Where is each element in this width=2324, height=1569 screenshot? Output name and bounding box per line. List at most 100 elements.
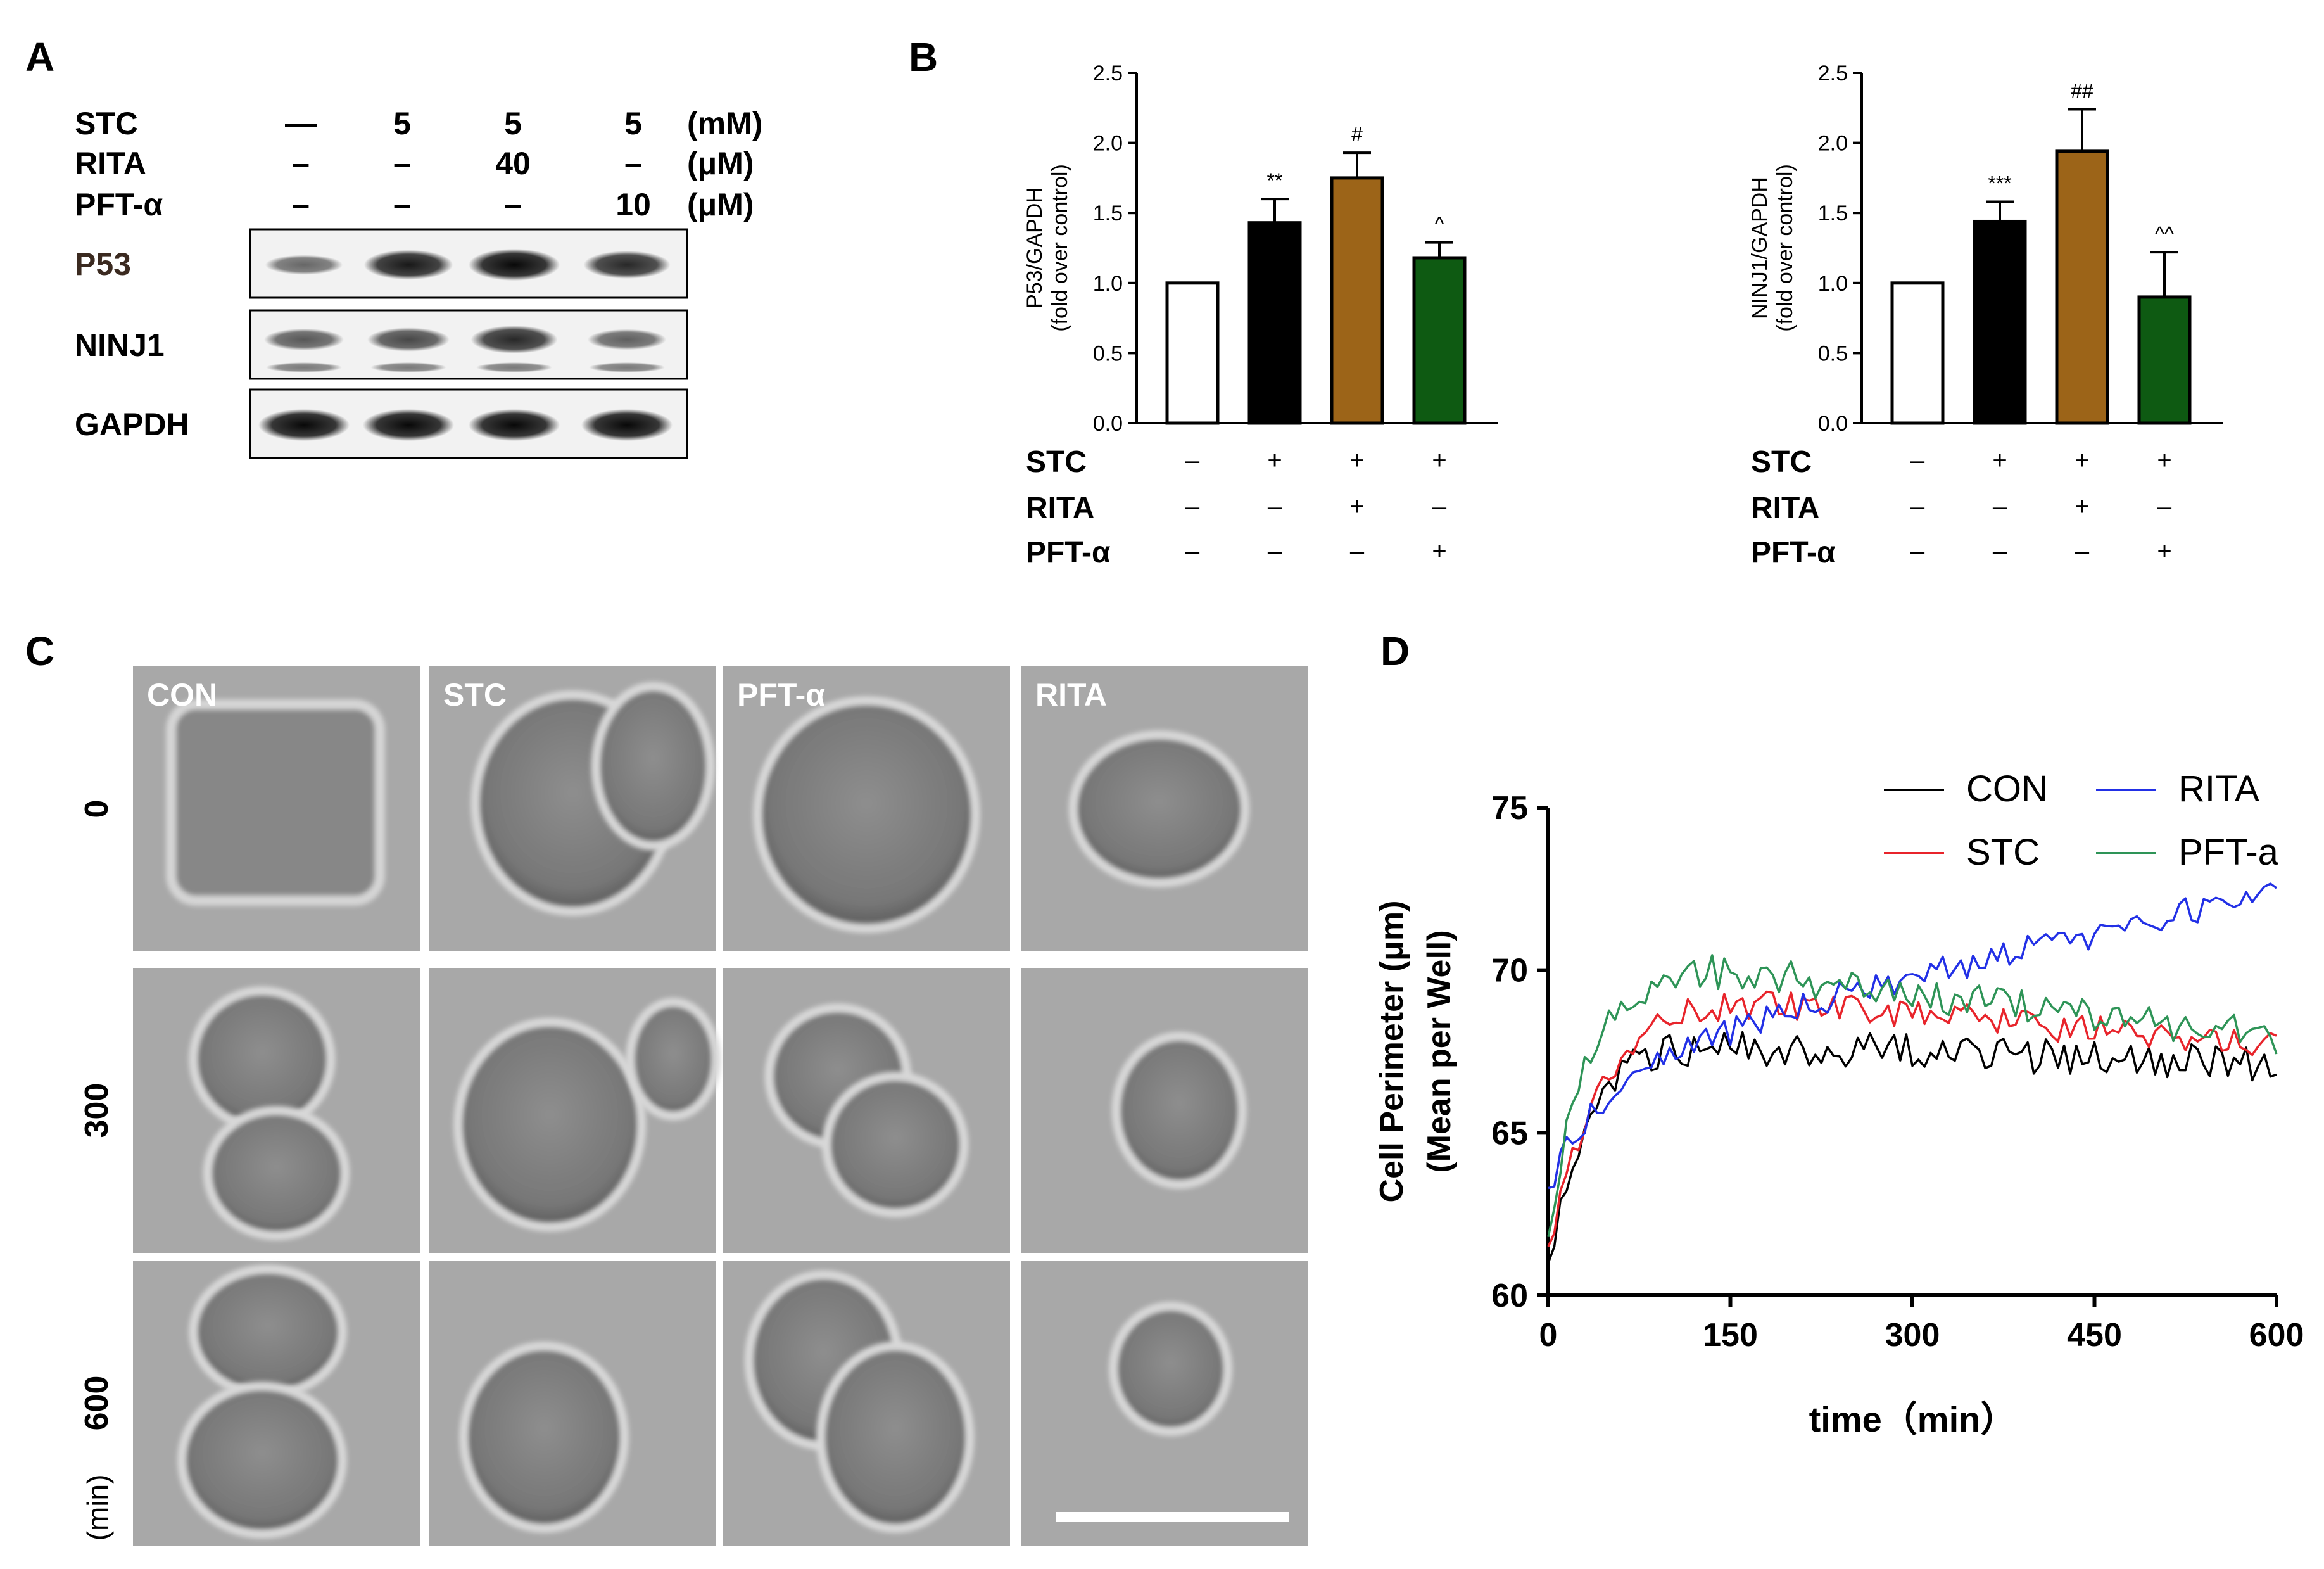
micrograph-tile: PFT-α — [723, 666, 1010, 951]
blot-band — [581, 409, 673, 441]
bar — [1330, 176, 1384, 425]
bar — [2055, 149, 2109, 425]
bar — [1412, 256, 1467, 425]
bar — [1890, 281, 1945, 425]
series-line — [1547, 1031, 2277, 1264]
condition-sign: + — [1349, 493, 1364, 521]
y-axis-label-2: (fold over control) — [1773, 164, 1797, 332]
panel-label-a: A — [25, 34, 54, 80]
time-row-label: 600 — [79, 1376, 115, 1431]
cell-body — [816, 1342, 975, 1533]
condition-title: RITA — [1035, 677, 1107, 713]
micrograph-grid: CON STC PFT-α RITA 0 300 600 (min) — [79, 666, 1308, 1546]
blot-label: P53 — [75, 246, 131, 282]
micrograph-tile: CON — [133, 666, 420, 951]
micrograph-tile: RITA — [1021, 666, 1308, 951]
cell-body — [822, 1072, 969, 1217]
legend-label: RITA — [2178, 768, 2259, 810]
blot-band — [265, 255, 343, 275]
cell-body — [1108, 1302, 1233, 1436]
cell-body — [459, 1342, 629, 1533]
significance-mark: ## — [2071, 80, 2093, 103]
y-tick-label: 0.0 — [1093, 412, 1123, 436]
y-tick-label: 65 — [1491, 1115, 1528, 1152]
micrograph-tile — [133, 968, 420, 1253]
y-axis-label-2: (fold over control) — [1048, 164, 1072, 332]
blot-band — [362, 409, 455, 441]
y-tick-label: 2.5 — [1818, 61, 1848, 86]
cell-body — [189, 1264, 347, 1399]
blot-band — [583, 251, 671, 279]
blot-band — [370, 362, 446, 372]
bar — [1165, 281, 1220, 425]
condition-sign: + — [1267, 447, 1282, 474]
condition-sign: – — [1993, 537, 2007, 565]
x-tick-label: 600 — [2249, 1317, 2304, 1354]
y-axis-label-2: (Mean per Well) — [1421, 930, 1458, 1172]
condition-title: PFT-α — [737, 677, 825, 713]
series-line — [1548, 882, 2278, 1190]
y-tick-label: 0.5 — [1818, 341, 1848, 365]
micrograph-tile — [429, 1261, 716, 1546]
condition-label: RITA — [1026, 492, 1094, 525]
cell-body — [591, 682, 715, 851]
bar — [2137, 295, 2192, 425]
y-tick-label: 0.0 — [1818, 412, 1848, 436]
treatment-dose: – — [393, 187, 411, 222]
y-tick-label: 1.0 — [1093, 272, 1123, 296]
micrograph-tile — [723, 1261, 1010, 1546]
condition-sign: – — [1432, 493, 1447, 521]
treatment-dose: – — [504, 187, 522, 222]
cell-body — [1111, 1032, 1247, 1189]
treatment-dose: 5 — [624, 106, 642, 141]
y-tick-label: 2.0 — [1093, 132, 1123, 156]
condition-label: PFT-α — [1026, 536, 1111, 569]
series-line — [1547, 954, 2278, 1237]
condition-label: PFT-α — [1751, 536, 1836, 569]
blot-band — [470, 326, 558, 353]
time-row-label: 300 — [79, 1083, 115, 1138]
treatment-unit: (μM) — [687, 187, 754, 222]
y-tick-label: 1.5 — [1093, 201, 1123, 226]
cell-body — [203, 1106, 350, 1240]
condition-label: RITA — [1751, 492, 1819, 525]
p53-bar-chart: 0.0 0.5 1.0 1.5 2.0 2.5 P53/GAPDH (fold over co… — [1023, 61, 1498, 569]
treatment-dose: 10 — [616, 187, 651, 222]
panel-label-c: C — [25, 628, 54, 674]
condition-sign: + — [1349, 447, 1364, 474]
condition-sign: – — [1910, 537, 1925, 565]
condition-sign: – — [1185, 537, 1200, 565]
y-axis-label: NINJ1/GAPDH — [1748, 177, 1772, 319]
time-unit-label: (min) — [81, 1475, 114, 1541]
condition-label: STC — [1026, 445, 1087, 479]
treatment-dose: 40 — [495, 146, 531, 181]
condition-sign: – — [1268, 493, 1282, 521]
y-tick-label: 1.5 — [1818, 201, 1848, 226]
condition-sign: + — [2157, 537, 2171, 565]
y-tick-label: 2.0 — [1818, 132, 1848, 156]
x-axis-label: time（min） — [1809, 1399, 2016, 1439]
treatment-dose: 5 — [393, 106, 411, 141]
x-tick-label: 300 — [1885, 1317, 1940, 1354]
bar — [1247, 221, 1302, 425]
legend-label: CON — [1966, 768, 2048, 810]
condition-sign: + — [2157, 447, 2171, 474]
blot-band — [468, 248, 560, 281]
blot-band — [363, 250, 453, 280]
x-tick-label: 450 — [2067, 1317, 2122, 1354]
condition-sign: – — [1910, 493, 1925, 521]
condition-sign: – — [1268, 537, 1282, 565]
cell-body — [753, 696, 980, 933]
cell-body — [626, 998, 721, 1121]
significance-mark: ** — [1267, 169, 1283, 192]
blot-band — [258, 409, 350, 441]
panel-label-d: D — [1380, 628, 1410, 674]
micrograph-tile — [429, 968, 721, 1253]
condition-sign: – — [1350, 537, 1365, 565]
panel-label-b: B — [909, 34, 938, 80]
bar — [1973, 219, 2027, 425]
treatment-unit: (μM) — [687, 146, 754, 181]
micrograph-tile — [1021, 968, 1308, 1253]
significance-mark: ^ — [1434, 213, 1444, 236]
